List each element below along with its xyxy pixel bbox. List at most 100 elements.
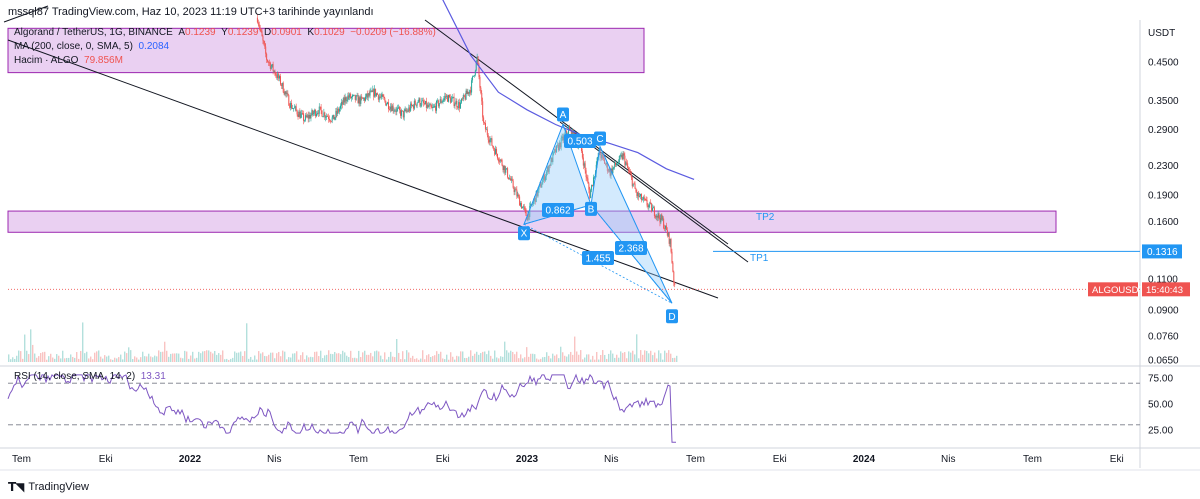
candle-body: [649, 202, 651, 205]
volume-bar: [618, 357, 620, 362]
candle-body: [585, 170, 587, 178]
volume-bar: [630, 352, 632, 362]
volume-bar: [264, 355, 266, 362]
candle-body: [396, 108, 398, 112]
candle-body: [446, 95, 448, 97]
rsi-legend[interactable]: RSI (14, close, SMA, 14, 2) 13.31: [14, 371, 166, 382]
zone-1: [7, 27, 645, 74]
candle-body: [530, 204, 532, 206]
rsi-legend-label: RSI (14, close, SMA, 14, 2): [14, 371, 136, 382]
candle-body: [613, 166, 615, 168]
candle-body: [480, 87, 482, 94]
volume-bar: [428, 354, 430, 362]
publish-header: mssql87 TradingView.com, Haz 10, 2023 11…: [8, 6, 374, 18]
candle-body: [617, 162, 619, 164]
candle-body: [627, 163, 629, 168]
volume-bar: [122, 359, 124, 362]
candle-body: [612, 167, 614, 174]
price-tick-label: 0.2900: [1148, 125, 1179, 136]
ma-200-line: [442, 0, 695, 180]
candle-body: [588, 183, 590, 190]
candle-body: [672, 262, 674, 272]
volume-bar: [558, 358, 560, 362]
volume-bar: [406, 350, 408, 362]
candle-body: [527, 213, 529, 221]
candle-body: [660, 214, 662, 223]
candle-body: [618, 156, 620, 163]
candle-body: [388, 109, 390, 110]
rsi-tick-label: 25.00: [1148, 426, 1173, 437]
candle-body: [369, 91, 371, 96]
volume-bar: [218, 353, 220, 362]
candle-body: [538, 185, 540, 190]
candle-body: [262, 36, 264, 41]
volume-bar: [312, 357, 314, 362]
volume-bar: [572, 354, 574, 362]
symbol-legend: Algorand / TetherUS, 1G, BINANCE A0.1239…: [14, 27, 436, 38]
volume-bar: [442, 358, 444, 362]
volume-bar: [174, 353, 176, 362]
candle-body: [455, 100, 457, 105]
ma-legend[interactable]: MA (200, close, 0, SMA, 5) 0.2084: [14, 41, 169, 52]
candle-body: [424, 103, 426, 105]
volume-bar: [62, 350, 64, 362]
candle-body: [625, 162, 627, 165]
price-tick-label: 0.0650: [1148, 356, 1179, 367]
volume-bar: [180, 357, 182, 362]
candle-body: [431, 107, 433, 109]
candle-body: [624, 155, 626, 165]
volume-bar: [236, 352, 238, 362]
volume-bar: [172, 353, 174, 362]
candle-body: [277, 73, 279, 79]
candle-body: [450, 98, 452, 103]
tp1-label: TP1: [750, 253, 769, 264]
volume-bar: [74, 357, 76, 362]
candle-body: [508, 177, 510, 180]
volume-bar: [146, 356, 148, 362]
volume-bar: [8, 354, 10, 362]
price-tick-label: 0.2300: [1148, 161, 1179, 172]
volume-bar: [416, 358, 418, 362]
volume-bar: [88, 358, 90, 362]
candle-body: [616, 164, 618, 166]
volume-bar: [550, 358, 552, 362]
candle-body: [424, 101, 426, 105]
volume-bar: [78, 358, 80, 362]
candle-body: [472, 76, 474, 81]
candle-body: [521, 206, 523, 209]
volume-bar: [212, 353, 214, 362]
candle-body: [547, 166, 549, 172]
candle-body: [661, 214, 663, 220]
volume-bar: [288, 357, 290, 362]
candle-body: [470, 90, 472, 93]
candle-body: [371, 90, 373, 92]
volume-bars: [8, 322, 678, 362]
candle-body: [317, 112, 319, 114]
candle-body: [307, 115, 309, 119]
volume-bar: [274, 358, 276, 362]
candle-body: [390, 106, 392, 112]
volume-bar: [256, 359, 258, 362]
volume-legend[interactable]: Hacim · ALGO 79.856M: [14, 55, 123, 66]
candle-body: [459, 102, 461, 109]
candle-body: [474, 70, 476, 76]
candle-body: [458, 102, 460, 108]
candle-body: [558, 142, 560, 151]
candle-body: [432, 106, 434, 109]
pattern-point-label: C: [596, 134, 603, 145]
candle-body: [312, 110, 314, 115]
candle-body: [468, 91, 470, 94]
volume-bar: [382, 359, 384, 362]
candle-body: [532, 200, 534, 205]
volume-bar: [518, 358, 520, 362]
volume-bar: [638, 358, 640, 362]
pattern-ratio-box: [615, 241, 647, 255]
candle-body: [463, 95, 465, 97]
volume-bar: [384, 352, 386, 362]
candle-body: [320, 106, 322, 111]
footer-brand[interactable]: T◥ TradingView: [8, 479, 89, 495]
candle-body: [374, 88, 376, 97]
volume-bar: [248, 358, 250, 362]
volume-bar: [40, 353, 42, 362]
